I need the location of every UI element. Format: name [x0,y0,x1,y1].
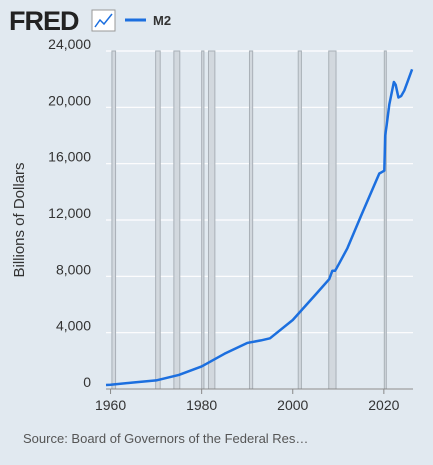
logo-icon [91,9,116,32]
recession-bar [207,50,216,390]
recession-bar [111,50,117,390]
recession-bar [173,50,181,390]
x-tick-label: 1960 [95,397,126,413]
x-tick-label: 1980 [186,397,217,413]
y-tick-label: 24,000 [48,36,91,52]
legend-label: M2 [153,13,171,28]
x-tick-label: 2020 [368,397,399,413]
y-axis-label: Billions of Dollars [11,162,28,277]
logo: FRED [9,6,79,36]
y-tick-label: 8,000 [56,261,91,277]
x-tick-label: 2000 [277,397,308,413]
y-tick-label: 12,000 [48,205,91,221]
recession-bar [201,50,205,390]
recession-bar [297,50,302,390]
recession-bar [383,50,387,390]
y-tick-label: 20,000 [48,92,91,108]
recession-bar [248,50,254,390]
recession-bar [155,50,161,390]
recession-bar [328,50,337,390]
series-line [105,68,414,387]
y-tick-label: 4,000 [56,318,91,334]
y-tick-label: 16,000 [48,149,91,165]
y-tick-label: 0 [83,374,91,390]
source: Source: Board of Governors of the Federa… [23,431,308,446]
